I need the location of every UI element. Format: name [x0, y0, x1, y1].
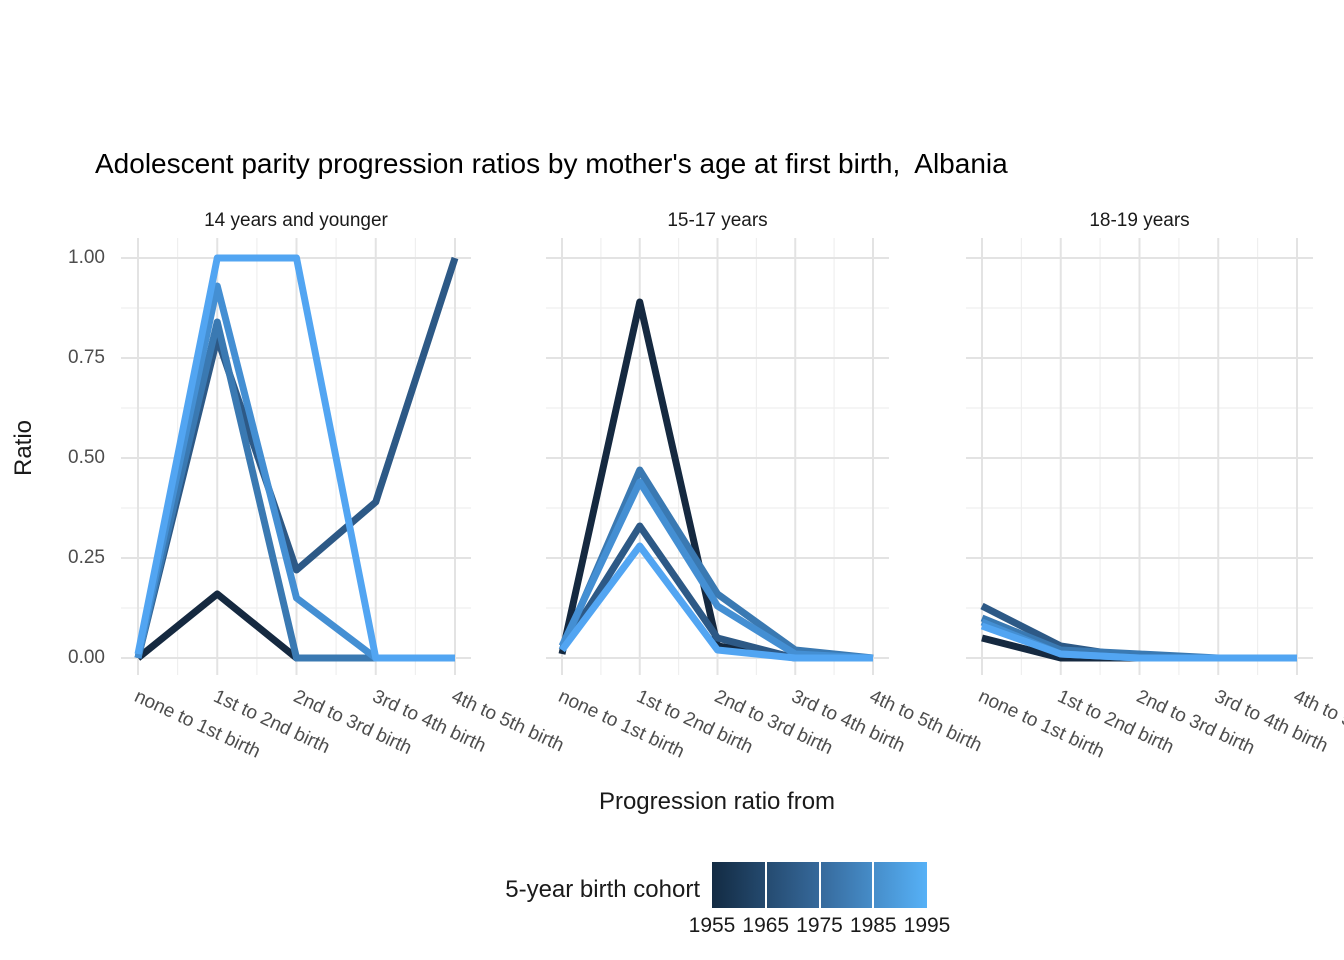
colorbar-label: 1955: [688, 914, 736, 937]
facet-panel: [966, 238, 1313, 675]
facet-strip-label: 14 years and younger: [204, 210, 388, 231]
colorbar-gradient: [712, 862, 927, 908]
line-chart-svg: [121, 238, 471, 675]
facet-strip-label: 18-19 years: [1089, 210, 1190, 231]
colorbar-label: 1995: [903, 914, 951, 937]
y-tick-label: 1.00: [68, 247, 105, 268]
colorbar-tick: [818, 862, 821, 908]
colorbar-label: 1985: [849, 914, 897, 937]
legend-title: 5-year birth cohort: [505, 876, 700, 903]
facet-panel: [546, 238, 889, 675]
cohort-line-1995: [559, 542, 873, 662]
chart-title: Adolescent parity progression ratios by …: [95, 148, 1008, 179]
colorbar-label: 1965: [742, 914, 790, 937]
y-tick-label: 0.00: [68, 647, 105, 668]
colorbar-tick: [872, 862, 875, 908]
x-axis-title: Progression ratio from: [598, 788, 836, 815]
facet-strip-label: 15-17 years: [667, 210, 768, 231]
y-tick-label: 0.50: [68, 447, 105, 468]
colorbar-tick: [764, 862, 767, 908]
colorbar-label: 1975: [796, 914, 843, 937]
cohort-line-1995: [980, 622, 1297, 662]
colorbar-labels: 1955 1965 1975 1985 1995: [689, 914, 951, 938]
line-chart-svg: [546, 238, 889, 675]
cohort-line-1995: [134, 254, 455, 662]
y-tick-label: 0.75: [68, 347, 105, 368]
y-tick-label: 0.25: [68, 547, 105, 568]
facet-panel: [121, 238, 471, 675]
line-chart-svg: [966, 238, 1313, 675]
y-axis-title: Ratio: [10, 419, 37, 477]
